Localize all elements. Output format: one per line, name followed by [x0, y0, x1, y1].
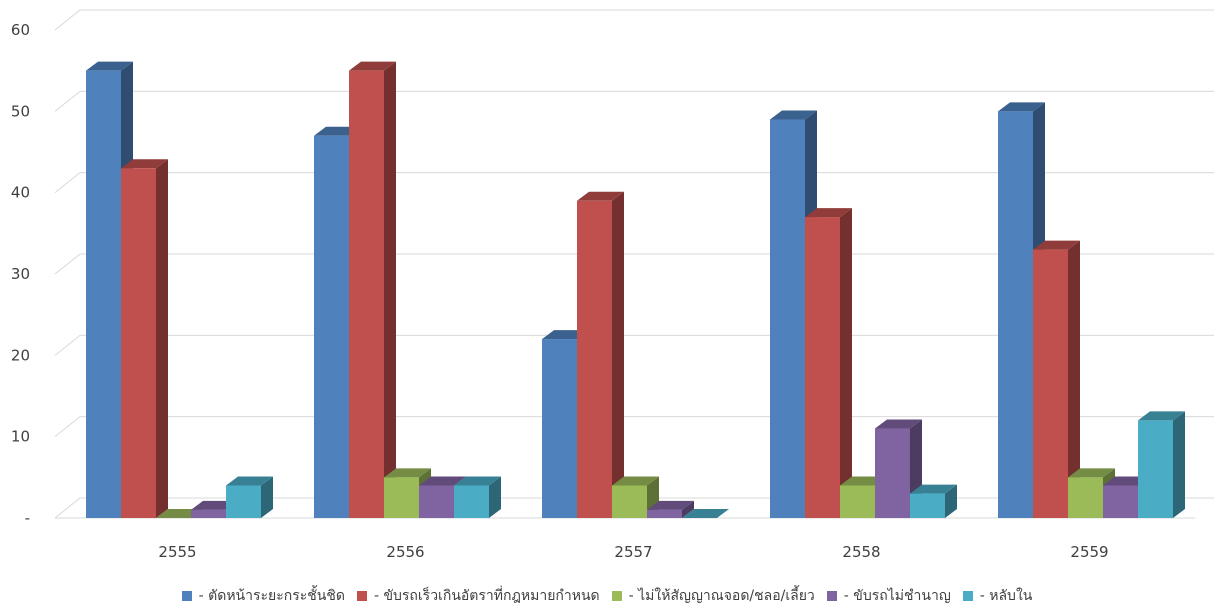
bar-side	[840, 208, 852, 519]
y-tick-label: 30	[11, 265, 30, 283]
x-tick-label: 2559	[1070, 543, 1108, 561]
bar-top	[998, 102, 1045, 112]
gridline-diagonal	[54, 253, 81, 275]
bar-top	[1033, 240, 1080, 250]
bar	[1068, 477, 1103, 518]
legend: - ตัดหน้าระยะกระชั้นชิด - ขับรถเร็วเกินอ…	[0, 584, 1214, 608]
x-tick-label: 2558	[842, 543, 880, 561]
legend-label-series-4: - ขับรถไม่ชำนาญ	[843, 588, 951, 604]
bar	[191, 509, 226, 518]
bar	[840, 485, 875, 518]
bar-top	[419, 476, 466, 486]
gridline-diagonal	[54, 172, 81, 194]
x-tick-label: 2555	[158, 543, 196, 561]
bar	[226, 485, 261, 518]
legend-swatch-series-5	[962, 591, 973, 601]
bar	[121, 168, 156, 518]
bar	[349, 70, 384, 519]
bar	[419, 485, 454, 518]
gridline-diagonal	[54, 9, 81, 31]
y-tick-label: 10	[11, 428, 30, 446]
bar	[314, 135, 349, 518]
bar-top	[384, 468, 431, 478]
bar-top	[1068, 468, 1115, 478]
gridline-diagonal	[54, 90, 81, 112]
legend-item-series-3: - ไม่ให้สัญญาณจอด/ชลอ/เลี้ยว	[611, 585, 815, 607]
bar-top	[454, 476, 501, 486]
y-tick-label: 60	[11, 21, 30, 39]
bar	[910, 493, 945, 518]
bar-side	[261, 476, 273, 518]
y-tick-label: 50	[11, 102, 30, 120]
bar-side	[156, 159, 168, 518]
bar	[1103, 485, 1138, 518]
x-tick-label: 2556	[386, 543, 424, 561]
bar-top	[349, 61, 396, 71]
bar-top	[770, 110, 817, 120]
legend-swatch-series-2	[356, 591, 367, 601]
legend-label-series-1: - ตัดหน้าระยะกระชั้นชิด	[198, 588, 345, 604]
bar	[1138, 420, 1173, 518]
bar	[86, 70, 121, 519]
gridline-diagonal	[54, 497, 81, 519]
bar-top	[647, 500, 694, 510]
bar-top	[682, 509, 729, 518]
legend-label-series-3: - ไม่ให้สัญญาณจอด/ชลอ/เลี้ยว	[628, 588, 815, 604]
y-tick-label: 40	[11, 184, 30, 202]
legend-item-series-1: - ตัดหน้าระยะกระชั้นชิด	[181, 585, 345, 607]
gridline-diagonal	[54, 334, 81, 356]
legend-item-series-5: - หลับใน	[962, 585, 1033, 607]
bar	[998, 111, 1033, 518]
bar-side	[1068, 240, 1080, 518]
bar-chart: - 10 20 30 40 50 60 2555 2556 2557 2558 2559	[11, 9, 1214, 561]
bar-top	[612, 476, 659, 486]
bar	[577, 200, 612, 519]
bar	[542, 339, 577, 518]
bar	[875, 428, 910, 518]
bar-top	[226, 476, 273, 486]
bar	[770, 119, 805, 518]
bar-top	[121, 159, 168, 169]
bar-top	[1138, 411, 1185, 421]
legend-swatch-series-3	[611, 591, 622, 601]
bar-side	[945, 484, 957, 518]
legend-swatch-series-1	[181, 591, 192, 601]
legend-label-series-5: - หลับใน	[979, 588, 1033, 604]
y-tick-label: -	[25, 509, 30, 527]
legend-item-series-2: - ขับรถเร็วเกินอัตราที่กฎหมายกำหนด	[356, 585, 600, 607]
bar	[647, 509, 682, 518]
bar-top	[86, 61, 133, 71]
legend-label-series-2: - ขับรถเร็วเกินอัตราที่กฎหมายกำหนด	[373, 588, 600, 604]
bar-side	[384, 61, 396, 519]
legend-swatch-series-4	[826, 591, 837, 601]
bar-top	[910, 484, 957, 494]
bar-side	[612, 191, 624, 519]
legend-item-series-4: - ขับรถไม่ชำนาญ	[826, 585, 951, 607]
bar-side	[682, 500, 694, 518]
bar-side	[489, 476, 501, 518]
bar	[805, 217, 840, 519]
bar-top	[805, 208, 852, 218]
bar	[1033, 249, 1068, 518]
bar-side	[1173, 411, 1185, 518]
bar	[612, 485, 647, 518]
y-tick-label: 20	[11, 346, 30, 364]
bar-top	[577, 191, 624, 201]
bar-top	[875, 419, 922, 429]
x-tick-label: 2557	[614, 543, 652, 561]
bar	[384, 477, 419, 518]
gridline-diagonal	[54, 416, 81, 438]
bar	[454, 485, 489, 518]
